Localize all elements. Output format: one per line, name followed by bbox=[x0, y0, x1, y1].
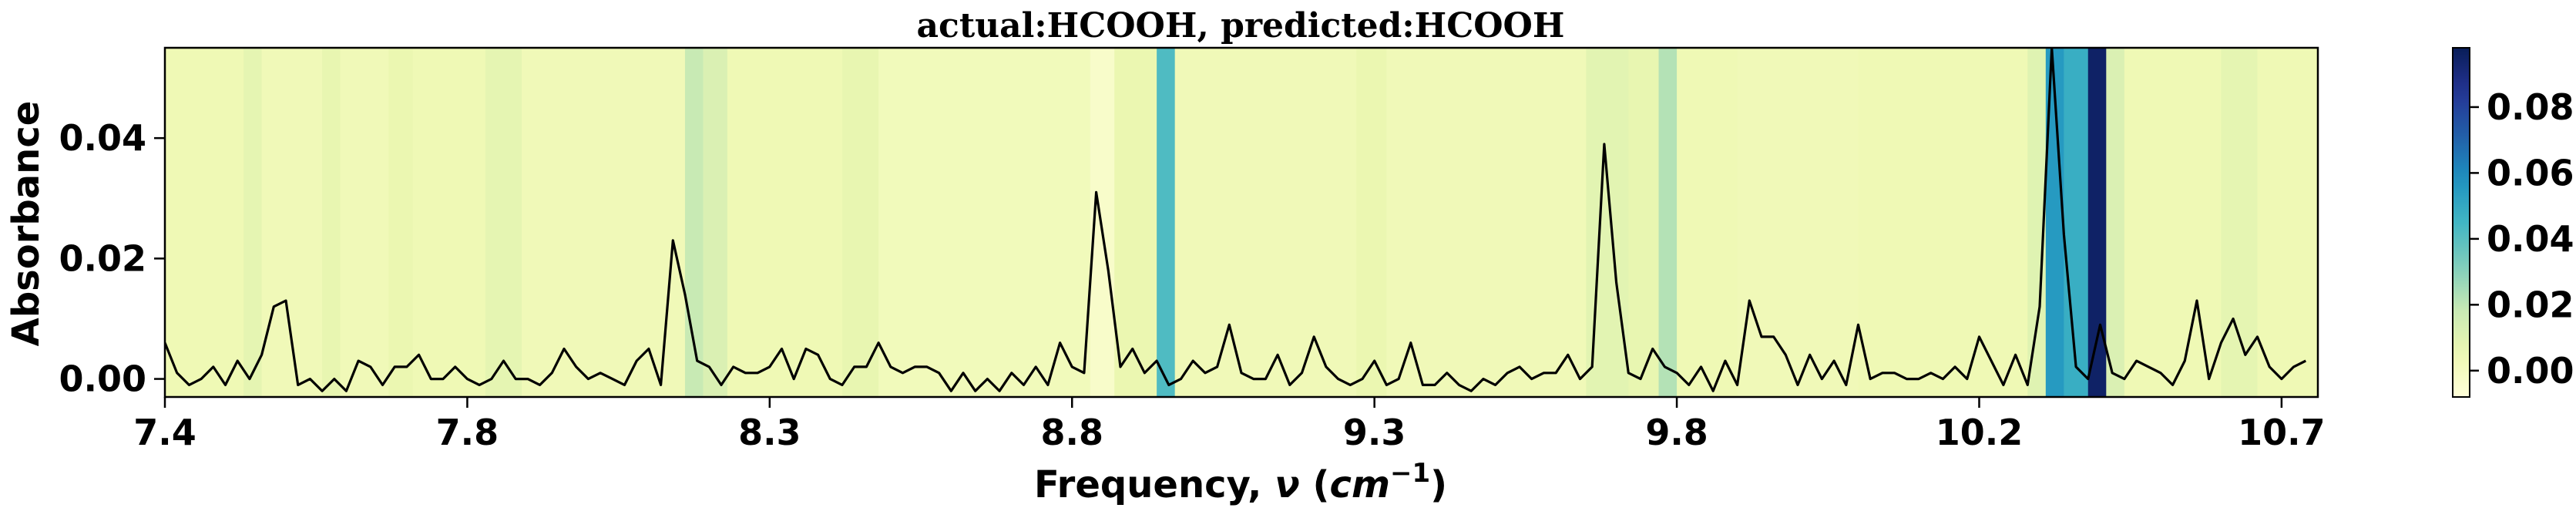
attribution-band bbox=[1628, 48, 1660, 397]
attribution-band bbox=[2064, 48, 2089, 397]
attribution-band bbox=[842, 48, 879, 397]
colorbar-ticks: 0.00 0.02 0.04 0.06 0.08 bbox=[2470, 86, 2574, 392]
attribution-band bbox=[388, 48, 414, 397]
x-axis-ticks: 7.4 7.8 8.3 8.8 9.3 9.8 10.2 10.7 bbox=[133, 397, 2326, 453]
colorbar-tick-label: 0.02 bbox=[2487, 284, 2574, 325]
attribution-band bbox=[1356, 48, 1387, 397]
x-tick-label: 7.4 bbox=[133, 412, 196, 453]
attribution-band bbox=[1858, 48, 2028, 397]
y-tick-label: 0.02 bbox=[59, 237, 147, 279]
absorbance-line bbox=[165, 48, 2307, 392]
colorbar-tick-label: 0.08 bbox=[2487, 86, 2574, 128]
y-tick-label: 0.00 bbox=[59, 358, 147, 400]
attribution-band bbox=[1386, 48, 1587, 397]
x-axis-label: Frequency, ν (cm−1) bbox=[1034, 458, 1447, 506]
colorbar-tick-label: 0.00 bbox=[2487, 350, 2574, 392]
x-tick-label: 10.2 bbox=[1936, 412, 2024, 453]
colorbar-tick-label: 0.04 bbox=[2487, 218, 2574, 260]
attribution-band bbox=[243, 48, 263, 397]
attribution-band bbox=[727, 48, 843, 397]
attribution-band bbox=[1737, 48, 1859, 397]
colorbar bbox=[2452, 47, 2470, 398]
colorbar-tick-label: 0.06 bbox=[2487, 152, 2574, 193]
attribution-band bbox=[1677, 48, 1738, 397]
attribution-band bbox=[703, 48, 728, 397]
x-tick-label: 10.7 bbox=[2238, 412, 2326, 453]
attribution-band bbox=[878, 48, 1091, 397]
absorbance-series bbox=[165, 48, 2307, 392]
attribution-band bbox=[165, 48, 244, 397]
x-tick-label: 9.8 bbox=[1645, 412, 1708, 453]
attribution-band bbox=[522, 48, 686, 397]
attribution-band bbox=[485, 48, 522, 397]
attribution-band bbox=[340, 48, 389, 397]
attribution-band bbox=[2106, 48, 2125, 397]
attribution-band bbox=[1157, 48, 1176, 397]
attribution-band bbox=[322, 48, 341, 397]
attribution-band bbox=[412, 48, 486, 397]
attribution-band bbox=[1114, 48, 1157, 397]
x-tick-label: 8.8 bbox=[1040, 412, 1103, 453]
attribution-band bbox=[2087, 48, 2107, 397]
x-tick-label: 8.3 bbox=[738, 412, 801, 453]
attribution-band bbox=[2257, 48, 2318, 397]
chart-title: actual:HCOOH, predicted:HCOOH bbox=[917, 6, 1565, 45]
x-tick-label: 9.3 bbox=[1343, 412, 1406, 453]
y-axis-label: Absorbance bbox=[5, 101, 48, 347]
attribution-band bbox=[1658, 48, 1678, 397]
y-axis-ticks: 0.00 0.02 0.04 bbox=[59, 117, 165, 400]
attribution-bands bbox=[165, 48, 2318, 397]
x-tick-label: 7.8 bbox=[436, 412, 499, 453]
y-tick-label: 0.04 bbox=[59, 117, 147, 159]
attribution-band bbox=[2124, 48, 2222, 397]
plot-frame bbox=[163, 46, 2319, 399]
attribution-band bbox=[1174, 48, 1357, 397]
